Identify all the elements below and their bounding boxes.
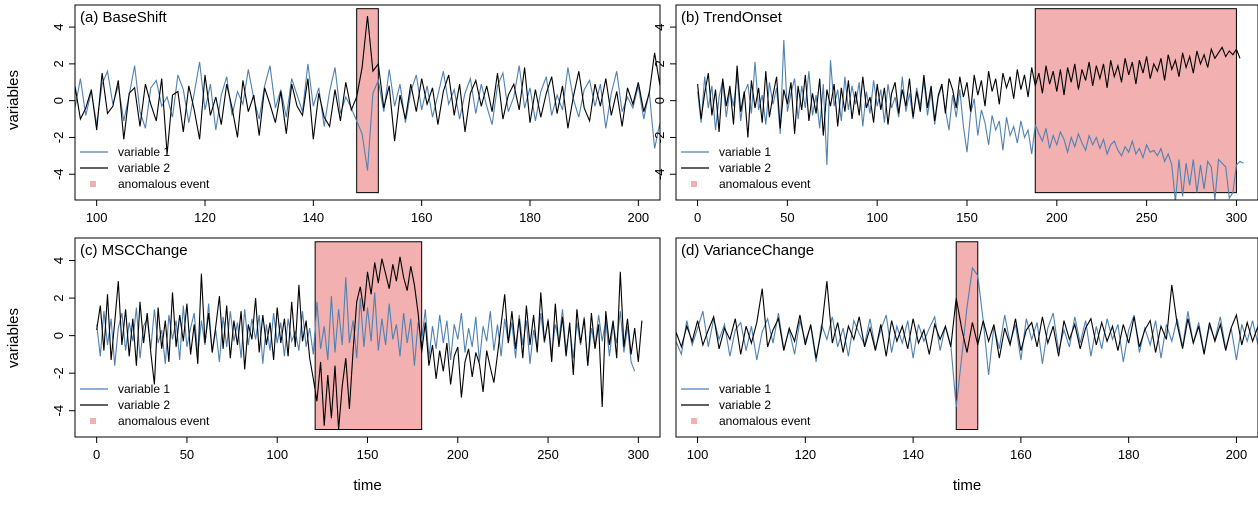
- legend-entry: anomalous event: [118, 414, 210, 428]
- legend-entry: variable 1: [118, 382, 170, 396]
- x-tick-label: 120: [194, 210, 216, 225]
- x-tick-label: 300: [627, 447, 649, 462]
- plot-frame: [74, 4, 661, 201]
- x-tick-label: 100: [266, 447, 288, 462]
- x-tick-label: 120: [794, 447, 816, 462]
- y-tick-label: -4: [51, 405, 66, 417]
- legend-entry: variable 2: [118, 398, 170, 412]
- y-tick-label: -2: [652, 132, 667, 144]
- x-tick-label: 200: [627, 210, 649, 225]
- series-line-variable-2: [697, 46, 1241, 138]
- panel-baseshift: 100 120 140 160 180 200 -4 -2 0 2 4 (a) BaseShift va…: [5, 4, 661, 225]
- panel-title: (a) BaseShift: [80, 9, 168, 26]
- series-line-variable-2: [96, 256, 643, 430]
- x-tick-label: 50: [780, 210, 794, 225]
- legend-entry: anomalous event: [719, 177, 811, 191]
- y-tick-label: 2: [51, 294, 66, 301]
- anomaly-region: [955, 241, 979, 430]
- y-tick-label: 0: [652, 97, 667, 104]
- y-axis-title: variables: [5, 70, 22, 130]
- x-tick-label: 250: [1136, 210, 1158, 225]
- y-tick-label: 2: [652, 60, 667, 67]
- x-tick-label: 200: [1226, 447, 1248, 462]
- y-tick-label: -4: [652, 168, 667, 180]
- x-axis-title: time: [353, 477, 381, 494]
- anomaly-region: [356, 8, 379, 194]
- x-tick-label: 180: [1118, 447, 1140, 462]
- legend-entry: variable 2: [719, 161, 771, 175]
- x-tick-label: 180: [519, 210, 541, 225]
- anomaly-region: [314, 241, 423, 430]
- y-tick-label: 4: [652, 23, 667, 30]
- x-tick-label: 160: [411, 210, 433, 225]
- legend-key-anomaly: [691, 418, 697, 424]
- series-line-variable-1: [697, 39, 1244, 200]
- panel-title: (c) MSCChange: [80, 242, 188, 259]
- series-line-variable-1: [75, 61, 660, 171]
- series-line-variable-1: [676, 266, 1258, 408]
- series-line-variable-2: [75, 15, 660, 155]
- x-tick-label: 50: [180, 447, 194, 462]
- y-tick-label: 2: [51, 60, 66, 67]
- x-tick-label: 0: [93, 447, 100, 462]
- panel-mscchange: 0 50 100 150 200 250 300 -4 -2 0 2 4 (c) MSCChange va…: [5, 237, 661, 494]
- x-tick-label: 250: [537, 447, 559, 462]
- y-tick-label: 0: [51, 97, 66, 104]
- y-tick-label: 4: [51, 23, 66, 30]
- legend-entry: variable 1: [118, 145, 170, 159]
- legend-entry: anomalous event: [118, 177, 210, 191]
- x-tick-label: 100: [866, 210, 888, 225]
- x-tick-label: 200: [447, 447, 469, 462]
- y-tick-label: 0: [51, 332, 66, 339]
- x-axis-title: time: [953, 477, 981, 494]
- legend-key-anomaly: [691, 181, 697, 187]
- x-tick-label: 0: [694, 210, 701, 225]
- series-line-variable-2: [676, 281, 1258, 359]
- plot-frame: [675, 237, 1258, 438]
- y-tick-label: -4: [51, 168, 66, 180]
- panel-variancechange: 100 120 140 160 180 200 (d) VarianceChange time…: [675, 237, 1258, 494]
- x-tick-label: 140: [902, 447, 924, 462]
- legend-entry: variable 1: [719, 382, 771, 396]
- x-tick-label: 300: [1226, 210, 1248, 225]
- legend-key-anomaly: [90, 418, 96, 424]
- panel-title: (d) VarianceChange: [681, 242, 814, 259]
- legend-entry: anomalous event: [719, 414, 811, 428]
- legend-key-anomaly: [90, 181, 96, 187]
- x-tick-label: 150: [956, 210, 978, 225]
- x-tick-label: 200: [1046, 210, 1068, 225]
- anomaly-region: [1034, 8, 1237, 194]
- y-tick-label: -2: [51, 132, 66, 144]
- x-tick-label: 100: [86, 210, 108, 225]
- x-tick-label: 100: [687, 447, 709, 462]
- legend-entry: variable 2: [118, 161, 170, 175]
- y-axis-title: variables: [5, 308, 22, 368]
- panel-trendonset: 0 50 100 150 200 250 300 -4 -2 0 2 4 (b) TrendOnset v…: [652, 4, 1258, 225]
- y-tick-label: 4: [51, 257, 66, 264]
- x-tick-label: 150: [357, 447, 379, 462]
- legend-entry: variable 2: [719, 398, 771, 412]
- y-tick-label: -2: [51, 367, 66, 379]
- x-tick-label: 160: [1010, 447, 1032, 462]
- legend-entry: variable 1: [719, 145, 771, 159]
- x-tick-label: 140: [302, 210, 324, 225]
- panel-title: (b) TrendOnset: [681, 9, 783, 26]
